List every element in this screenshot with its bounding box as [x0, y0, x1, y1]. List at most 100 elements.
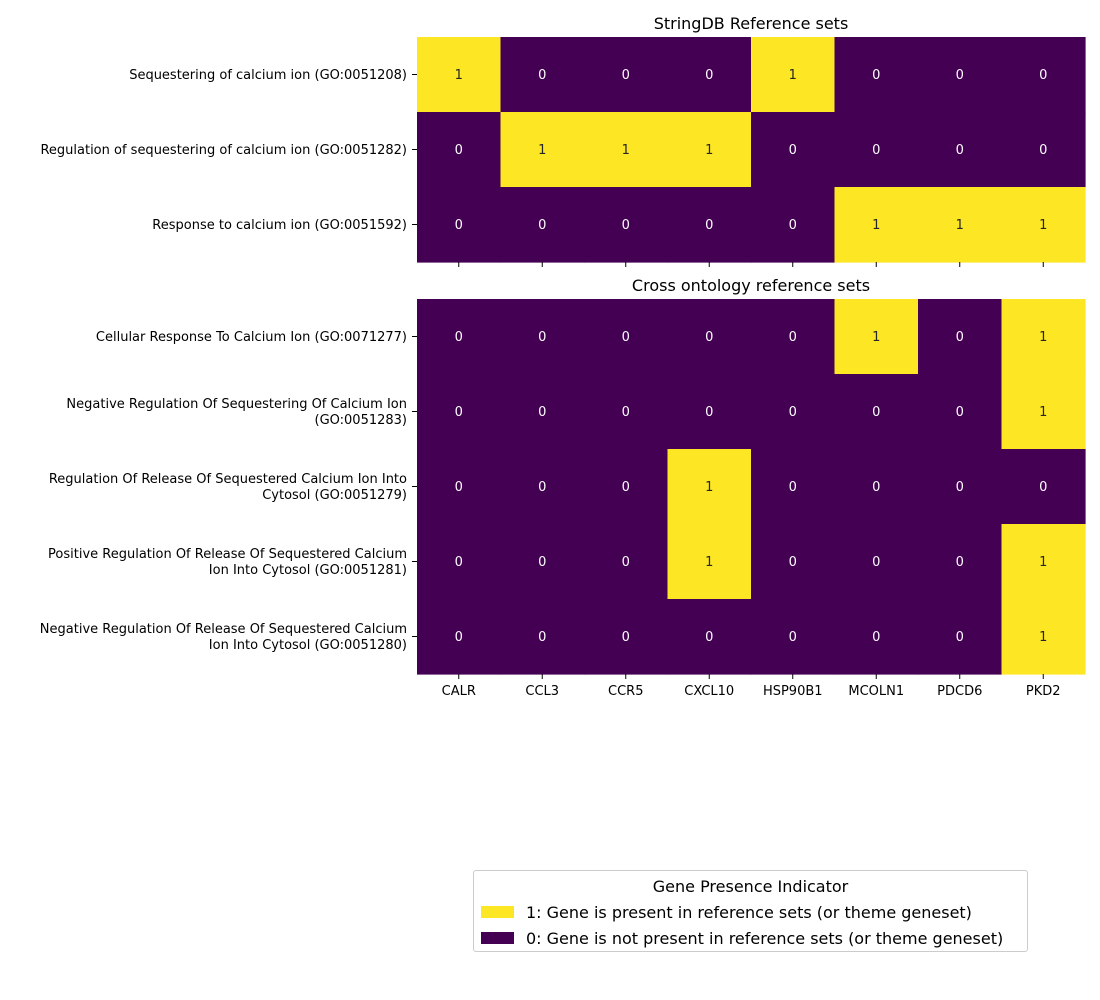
cell-value-label: 0 [789, 555, 797, 570]
column-label: CXCL10 [684, 684, 734, 699]
cell-value-label: 0 [956, 555, 964, 570]
stringdb-heatmap: StringDB Reference sets 1 0 0 0 1 0 0 0 0 1 1 1 0 0 0 0… [40, 14, 1086, 267]
row-label: Negative Regulation Of Release Of Seques… [40, 622, 407, 637]
heatmap-cell [417, 449, 502, 525]
cell-value-label: 0 [872, 630, 880, 645]
column-label: PKD2 [1026, 684, 1061, 699]
cell-value-label: 0 [622, 555, 630, 570]
legend-item-present: 1: Gene is present in reference sets (or… [481, 902, 972, 922]
heatmap-cell [500, 449, 585, 525]
cell-value-label: 0 [872, 555, 880, 570]
cell-value-label: 0 [705, 330, 713, 345]
row-label: Negative Regulation Of Sequestering Of C… [66, 397, 407, 412]
heatmap-cell [667, 299, 752, 375]
cell-value-label: 1 [705, 555, 713, 570]
heatmap-cell [417, 299, 502, 375]
legend-title: Gene Presence Indicator [652, 877, 849, 896]
heatmap-cell [834, 37, 919, 113]
heatmap-cell [918, 187, 1003, 263]
heatmap-cell [918, 374, 1003, 450]
legend-label-present: 1: Gene is present in reference sets (or… [526, 902, 972, 922]
heatmap-cell [584, 599, 669, 675]
cell-value-label: 0 [872, 143, 880, 158]
cell-value-label: 1 [1039, 555, 1047, 570]
cell-value-label: 1 [1039, 218, 1047, 233]
heatmap-cell [500, 187, 585, 263]
heatmap-cell [1001, 449, 1086, 525]
column-label: CCL3 [525, 684, 559, 699]
row-label: Ion Into Cytosol (GO:0051281) [209, 563, 407, 578]
cell-value-label: 1 [956, 218, 964, 233]
column-label: CALR [442, 684, 476, 699]
cell-value-label: 0 [622, 480, 630, 495]
cell-value-label: 0 [538, 218, 546, 233]
heatmap-cell [918, 37, 1003, 113]
heatmap-cell [751, 449, 836, 525]
cell-value-label: 0 [1039, 68, 1047, 83]
heatmap-cell [417, 187, 502, 263]
heatmap-cell [918, 449, 1003, 525]
cell-value-label: 1 [538, 143, 546, 158]
cell-value-label: 0 [705, 218, 713, 233]
cell-value-label: 0 [1039, 480, 1047, 495]
heatmap-cell [667, 374, 752, 450]
column-label: MCOLN1 [848, 684, 904, 699]
cell-value-label: 0 [789, 330, 797, 345]
heatmap-cell [500, 299, 585, 375]
cell-value-label: 0 [789, 218, 797, 233]
heatmap-cell [918, 299, 1003, 375]
heatmap-cell [834, 524, 919, 600]
heatmap-cell [584, 112, 669, 188]
row-label: Cytosol (GO:0051279) [262, 488, 407, 503]
heatmap-cell [667, 599, 752, 675]
cell-value-label: 0 [538, 330, 546, 345]
heatmap-cell [417, 37, 502, 113]
panel-title: StringDB Reference sets [654, 14, 849, 33]
row-label: Cellular Response To Calcium Ion (GO:007… [96, 330, 407, 345]
cell-value-label: 0 [956, 630, 964, 645]
cell-value-label: 0 [455, 405, 463, 420]
cell-value-label: 0 [789, 405, 797, 420]
cell-value-label: 0 [455, 330, 463, 345]
panel-title: Cross ontology reference sets [632, 276, 870, 295]
column-label: HSP90B1 [763, 684, 823, 699]
heatmap-cell [500, 37, 585, 113]
heatmap-cell [584, 524, 669, 600]
cell-value-label: 0 [956, 68, 964, 83]
cell-value-label: 0 [705, 68, 713, 83]
cell-value-label: 0 [789, 480, 797, 495]
cell-value-label: 0 [872, 480, 880, 495]
row-label: Ion Into Cytosol (GO:0051280) [209, 638, 407, 653]
heatmap-cell [834, 112, 919, 188]
heatmap-cell [584, 37, 669, 113]
cell-value-label: 1 [622, 143, 630, 158]
cell-value-label: 0 [622, 630, 630, 645]
heatmap-cell [751, 37, 836, 113]
heatmap-cell [1001, 37, 1086, 113]
cell-value-label: 0 [872, 405, 880, 420]
heatmap-cell [584, 449, 669, 525]
heatmap-cell [834, 449, 919, 525]
cell-value-label: 1 [872, 330, 880, 345]
row-label: Response to calcium ion (GO:0051592) [152, 218, 407, 233]
heatmap-cell [1001, 599, 1086, 675]
heatmap-cell [1001, 299, 1086, 375]
cell-value-label: 0 [705, 405, 713, 420]
heatmap-cell [584, 374, 669, 450]
heatmap-cell [1001, 187, 1086, 263]
heatmap-cell [1001, 374, 1086, 450]
heatmap-cell [667, 37, 752, 113]
legend-swatch-present [481, 906, 514, 918]
heatmap-cell [918, 112, 1003, 188]
cell-value-label: 0 [1039, 143, 1047, 158]
heatmap-cell [584, 187, 669, 263]
column-label: CCR5 [608, 684, 643, 699]
heatmap-cell [667, 112, 752, 188]
heatmap-cell [500, 112, 585, 188]
heatmap-cell [918, 599, 1003, 675]
cell-value-label: 1 [705, 480, 713, 495]
heatmap-cell [1001, 524, 1086, 600]
cell-value-label: 1 [1039, 630, 1047, 645]
cell-value-label: 0 [538, 405, 546, 420]
